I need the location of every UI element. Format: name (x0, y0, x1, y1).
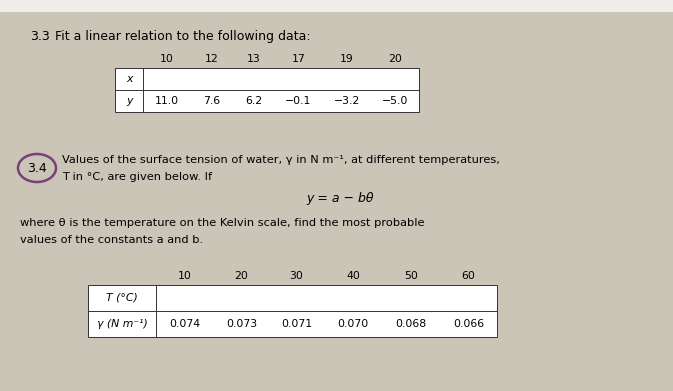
Text: 3.3: 3.3 (30, 30, 50, 43)
Text: 11.0: 11.0 (155, 96, 179, 106)
Text: where θ is the temperature on the Kelvin scale, find the most probable: where θ is the temperature on the Kelvin… (20, 218, 425, 228)
Text: 0.071: 0.071 (281, 319, 312, 329)
Text: 0.066: 0.066 (453, 319, 484, 329)
Text: 0.074: 0.074 (170, 319, 201, 329)
Text: 20: 20 (388, 54, 402, 64)
Text: 12: 12 (205, 54, 219, 64)
Text: 0.068: 0.068 (396, 319, 427, 329)
Text: 19: 19 (340, 54, 354, 64)
Text: 3.4: 3.4 (27, 161, 47, 174)
Text: 0.070: 0.070 (337, 319, 369, 329)
Text: 0.073: 0.073 (226, 319, 257, 329)
Text: 6.2: 6.2 (246, 96, 262, 106)
Text: −5.0: −5.0 (382, 96, 409, 106)
Text: values of the constants a and b.: values of the constants a and b. (20, 235, 203, 245)
Text: 30: 30 (289, 271, 304, 281)
Text: 20: 20 (235, 271, 248, 281)
Text: Fit a linear relation to the following data:: Fit a linear relation to the following d… (55, 30, 311, 43)
Text: 10: 10 (178, 271, 192, 281)
Bar (115, 68, 419, 112)
Text: 17: 17 (291, 54, 306, 64)
Text: 60: 60 (462, 271, 475, 281)
Text: −3.2: −3.2 (334, 96, 360, 106)
Text: 13: 13 (247, 54, 261, 64)
Text: 10: 10 (160, 54, 174, 64)
Text: T (°C): T (°C) (106, 293, 138, 303)
Text: −0.1: −0.1 (285, 96, 312, 106)
Text: 7.6: 7.6 (203, 96, 221, 106)
Text: T in °C, are given below. If: T in °C, are given below. If (62, 172, 212, 182)
Text: Values of the surface tension of water, γ in N m⁻¹, at different temperatures,: Values of the surface tension of water, … (62, 155, 500, 165)
Bar (88, 285, 497, 337)
Text: x: x (126, 74, 132, 84)
Text: 50: 50 (404, 271, 418, 281)
Text: y = a − bθ: y = a − bθ (306, 192, 374, 205)
Text: 40: 40 (346, 271, 360, 281)
Text: γ (N m⁻¹): γ (N m⁻¹) (97, 319, 147, 329)
Bar (0, 0, 673, 12)
Text: y: y (126, 96, 132, 106)
